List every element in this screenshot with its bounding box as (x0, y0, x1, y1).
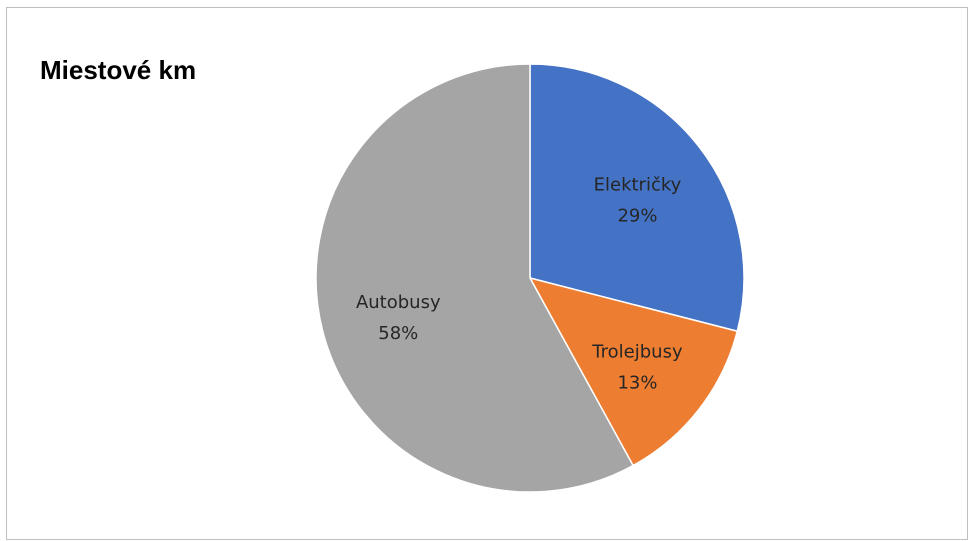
slice-label-autobusy: Autobusy 58% (356, 292, 441, 344)
pie-slice-trolejbusy (528, 276, 739, 467)
slice-category-autobusy: Autobusy (356, 292, 441, 313)
chart-title: Miestové km (40, 55, 197, 85)
slice-label-trolejbusy: Trolejbusy 13% (591, 341, 683, 393)
slice-category-elektricky: Električky (594, 175, 682, 196)
slice-percent-autobusy: 58% (378, 323, 418, 344)
pie-slice-autobusy (315, 63, 635, 493)
pie-slice-elektricky (529, 63, 745, 333)
slice-category-trolejbusy: Trolejbusy (591, 341, 683, 362)
slice-percent-elektricky: 29% (617, 206, 657, 227)
slice-percent-trolejbusy: 13% (617, 372, 657, 393)
slice-label-elektricky: Električky 29% (594, 175, 682, 227)
